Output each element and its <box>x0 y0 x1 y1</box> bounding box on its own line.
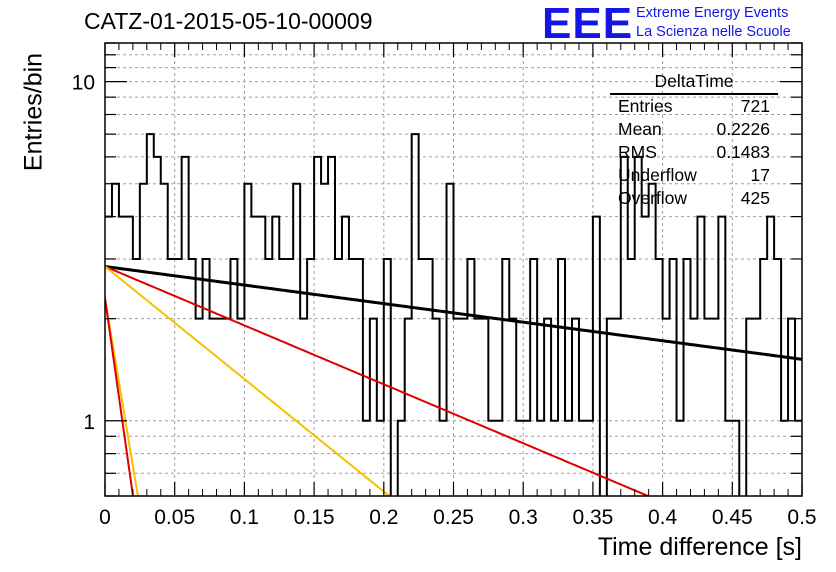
stats-box: DeltaTime Entries 721 Mean 0.2226 RMS 0.148… <box>610 70 778 210</box>
eee-logo: EEE <box>542 0 634 48</box>
x-axis-label: Time difference [s] <box>597 533 802 561</box>
x-tick-label: 0.45 <box>712 506 753 529</box>
y-tick-label: 10 <box>72 72 95 95</box>
fit-curves-layer <box>105 265 802 496</box>
stats-value: 721 <box>740 96 770 116</box>
histogram-steps <box>105 133 802 496</box>
stats-value: 425 <box>740 188 770 208</box>
x-tick-label: 0.5 <box>787 506 816 529</box>
y-tick-label: 1 <box>83 411 95 434</box>
axis-ticks: 0 0.05 0.1 0.15 0.2 0.25 0.3 0.35 0.4 0.45 0.5 1 10 <box>72 42 817 529</box>
x-tick-label: 0.25 <box>433 506 474 529</box>
stats-label: RMS <box>618 142 657 162</box>
logo-line-1: Extreme Energy Events <box>636 5 789 21</box>
fit-curve-1 <box>105 265 651 496</box>
stats-row-rms: RMS 0.1483 <box>610 141 778 164</box>
chart-title: CATZ-01-2015-05-10-00009 <box>84 8 373 34</box>
stats-label: Overflow <box>618 188 688 208</box>
stats-row-overflow: Overflow 425 <box>610 187 778 210</box>
stats-value: 0.2226 <box>716 119 770 139</box>
histogram-layer <box>105 133 802 496</box>
x-tick-label: 0.2 <box>369 506 398 529</box>
x-tick-label: 0.1 <box>230 506 259 529</box>
stats-row-mean: Mean 0.2226 <box>610 118 778 141</box>
x-tick-label: 0.3 <box>509 506 538 529</box>
logo-line-2: La Scienza nelle Scuole <box>636 24 791 40</box>
x-tick-label: 0.05 <box>154 506 195 529</box>
x-tick-label: 0.35 <box>572 506 613 529</box>
stats-divider <box>610 93 778 95</box>
stats-title: DeltaTime <box>654 71 734 91</box>
stats-label: Entries <box>618 96 673 116</box>
x-tick-label: 0.4 <box>648 506 678 529</box>
stats-row-entries: Entries 721 <box>610 95 778 118</box>
logo-caption: Extreme Energy Events La Scienza nelle S… <box>636 4 791 42</box>
stats-row-underflow: Underflow 17 <box>610 164 778 187</box>
stats-value: 17 <box>750 165 770 185</box>
x-tick-label: 0 <box>99 506 111 529</box>
fit-curve-0 <box>105 265 802 361</box>
x-tick-label: 0.15 <box>294 506 335 529</box>
stats-label: Underflow <box>618 165 697 185</box>
stats-value: 0.1483 <box>716 142 770 162</box>
stats-label: Mean <box>618 119 662 139</box>
fit-curve-2 <box>105 265 391 496</box>
y-axis-label: Entries/bin <box>19 52 48 172</box>
